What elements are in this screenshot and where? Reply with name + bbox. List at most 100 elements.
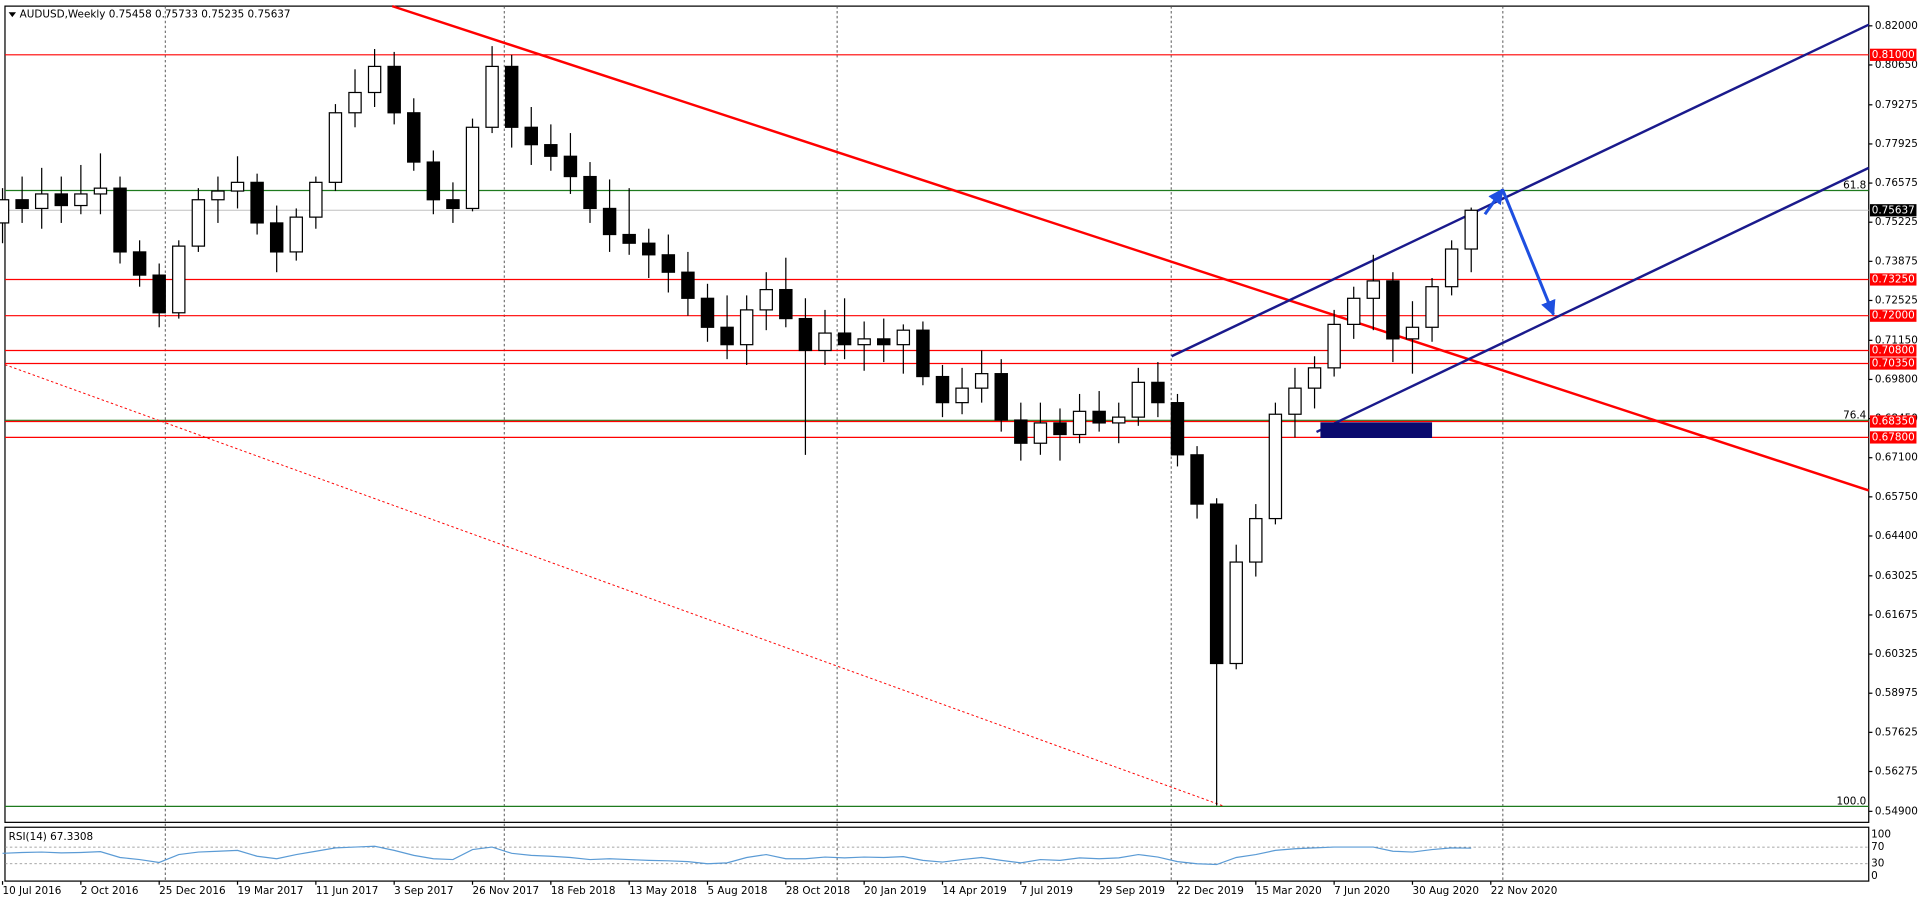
fib-label: 61.8 (1843, 180, 1866, 192)
y-tick-label: 0.75225 (1875, 216, 1918, 228)
trendline (391, 4, 1870, 492)
candle-body (34, 193, 49, 210)
candle-body (1014, 419, 1028, 444)
candle-body (661, 254, 676, 273)
candle-body (1288, 387, 1302, 415)
candle-body (269, 222, 284, 253)
candle-body (504, 65, 519, 128)
rsi-tick-label: 30 (1871, 858, 1884, 870)
x-tick-label: 5 Aug 2018 (708, 885, 768, 897)
current-price-label: 0.75637 (1872, 204, 1915, 216)
rsi-tick-label: 70 (1871, 841, 1884, 853)
level-label: 0.81000 (1872, 49, 1915, 61)
candle-body (583, 175, 597, 210)
x-tick-label: 18 Feb 2018 (551, 885, 616, 897)
y-tick-label: 0.72525 (1875, 294, 1918, 306)
candle-body (739, 309, 754, 346)
candle-body (15, 199, 29, 210)
candle-body (563, 155, 578, 178)
x-tick-label: 28 Oct 2018 (786, 885, 850, 897)
x-tick-label: 15 Mar 2020 (1256, 885, 1322, 897)
low: 0.75235 (201, 9, 244, 21)
candle-body (1209, 503, 1224, 665)
candle-body (1112, 416, 1126, 424)
y-tick-label: 0.63025 (1875, 570, 1918, 582)
x-tick-label: 13 May 2018 (629, 885, 697, 897)
candle-body (1170, 402, 1185, 456)
level-box (1869, 309, 1917, 322)
candle-body (289, 216, 304, 253)
candle-body (524, 126, 538, 146)
candle-body (328, 112, 343, 183)
x-tick-label: 19 Mar 2017 (238, 885, 304, 897)
symbol: AUDUSD,Weekly (20, 9, 106, 21)
candle-body (837, 332, 852, 346)
x-tick-label: 7 Jul 2019 (1021, 885, 1073, 897)
price-panel (4, 5, 1870, 823)
candle-body (426, 161, 441, 201)
candle-body (1092, 410, 1106, 424)
candle-body (602, 207, 617, 236)
level-box (1869, 48, 1917, 61)
candle-body (994, 373, 1008, 421)
candle-body (1366, 280, 1381, 299)
candle-body (1131, 381, 1146, 418)
candle-body (935, 375, 950, 404)
candle-body (700, 297, 715, 328)
menu-icon (8, 12, 16, 18)
candle-body (877, 338, 891, 346)
candle-body (0, 199, 10, 224)
level-box (1869, 415, 1917, 428)
candle-body (211, 190, 225, 201)
candle-body (309, 181, 323, 218)
candle-body (759, 288, 773, 311)
candle-body (720, 326, 734, 346)
x-tick-label: 14 Apr 2019 (942, 885, 1006, 897)
rsi-value: 67.3308 (50, 831, 93, 843)
candle-body (1053, 422, 1067, 436)
y-tick-label: 0.65750 (1875, 491, 1918, 503)
level-label: 0.67800 (1872, 431, 1915, 443)
candle-body (681, 271, 695, 299)
x-tick-label: 7 Jun 2020 (1334, 885, 1390, 897)
rsi-line (2, 845, 1472, 866)
candle-body (622, 233, 636, 244)
candle-body (857, 338, 871, 346)
arrow (1501, 189, 1556, 316)
level-label: 0.68350 (1872, 415, 1915, 427)
candle-body (446, 199, 460, 210)
rsi-header: RSI(14) 67.3308 (9, 831, 93, 843)
candle-body (465, 126, 480, 210)
candle-body (1444, 248, 1459, 288)
y-tick-label: 0.56275 (1875, 765, 1918, 777)
level-label: 0.70800 (1872, 344, 1915, 356)
candle-body (955, 387, 969, 404)
candle-body (250, 181, 264, 224)
candle-body (172, 245, 186, 314)
y-tick-label: 0.79275 (1875, 99, 1918, 111)
y-tick-label: 0.80650 (1875, 59, 1918, 71)
fib-label: 100.0 (1837, 796, 1867, 808)
candle-body (152, 274, 166, 314)
candle-body (485, 65, 499, 128)
y-tick-label: 0.69800 (1875, 373, 1918, 385)
rsi-name: RSI(14) (9, 831, 47, 843)
rsi-tick-label: 100 (1871, 829, 1891, 841)
candle-body (1229, 561, 1243, 665)
candle-body (348, 91, 362, 114)
x-tick-label: 22 Dec 2019 (1177, 885, 1243, 897)
candle-body (1268, 413, 1283, 520)
candle-body (387, 65, 401, 114)
candle-body (407, 112, 421, 163)
candle-body (230, 181, 245, 192)
candle-body (1346, 297, 1361, 325)
candle-body (113, 187, 127, 253)
level-box (1869, 357, 1917, 370)
y-tick-label: 0.73875 (1875, 255, 1918, 267)
candle-body (779, 288, 793, 320)
level-box (1869, 431, 1917, 444)
trendline (1171, 23, 1870, 358)
level-box (1869, 344, 1917, 357)
